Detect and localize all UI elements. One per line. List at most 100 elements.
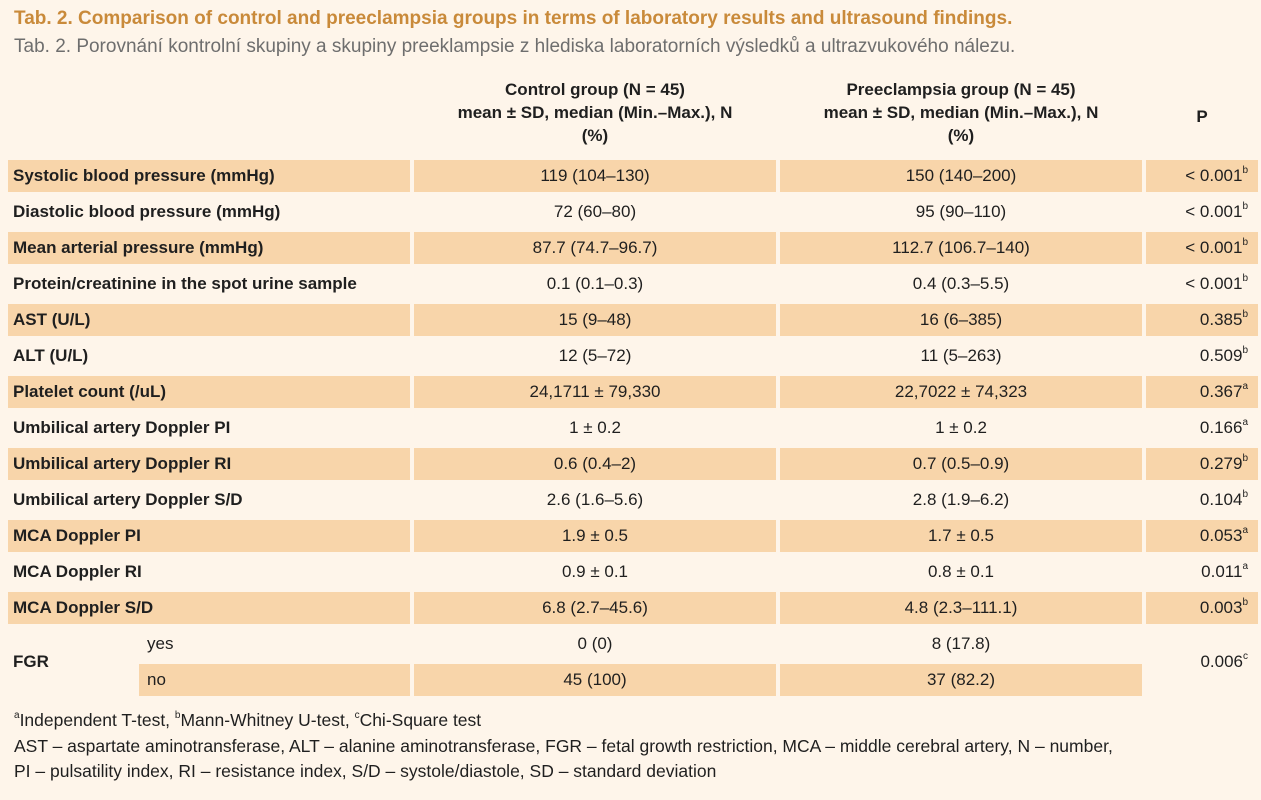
fgr-p-value-text: 0.006 <box>1200 652 1243 671</box>
row-label: ALT (U/L) <box>13 346 89 365</box>
fgr-no-label: no <box>139 664 410 696</box>
row-label: MCA Doppler RI <box>13 562 142 581</box>
p-value-text: 0.104 <box>1199 490 1243 509</box>
table-body: Systolic blood pressure (mmHg) 119 (104–1… <box>8 160 1258 696</box>
p-value-test-marker: a <box>1242 561 1248 573</box>
preeclampsia-value: 16 (6–385) <box>780 304 1142 336</box>
table-row: Diastolic blood pressure (mmHg) 72 (60–80… <box>8 196 1258 228</box>
p-value-test-marker: b <box>1242 309 1248 321</box>
header-pre-line1: Preeclampsia group (N = 45) <box>846 80 1076 99</box>
p-value-text: < 0.001 <box>1185 274 1243 293</box>
row-label: Systolic blood pressure (mmHg) <box>8 160 410 192</box>
fgr-no-control: 45 (100) <box>414 664 776 696</box>
p-value: < 0.001b <box>1146 268 1258 300</box>
preeclampsia-value: 1.7 ± 0.5 <box>780 520 1142 552</box>
header-pre-line2: mean ± SD, median (Min.–Max.), N <box>823 103 1099 122</box>
p-value-text: 0.367 <box>1199 382 1243 401</box>
table-row: Umbilical artery Doppler S/D 2.6 (1.6–5.6… <box>8 484 1258 516</box>
p-value: 0.053a <box>1146 520 1258 552</box>
fgr-yes-label: yes <box>147 634 174 653</box>
row-label: Umbilical artery Doppler PI <box>13 418 231 437</box>
p-value-text: 0.011 <box>1201 562 1243 581</box>
control-value: 0.6 (0.4–2) <box>414 448 776 480</box>
results-table: Control group (N = 45) mean ± SD, median… <box>4 72 1261 700</box>
footnote-abbreviations-1: AST – aspartate aminotransferase, ALT – … <box>14 735 1113 756</box>
control-value: 1 ± 0.2 <box>569 418 621 437</box>
header-control-line3: (%) <box>581 126 609 145</box>
header-control-line2: mean ± SD, median (Min.–Max.), N <box>457 103 733 122</box>
p-value-text: 0.003 <box>1199 598 1243 617</box>
p-value-test-marker: b <box>1242 165 1248 177</box>
p-value-text: 0.279 <box>1199 454 1243 473</box>
p-value: 0.367a <box>1146 376 1258 408</box>
control-value: 0.9 ± 0.1 <box>561 562 629 581</box>
header-pre-line3: (%) <box>947 126 975 145</box>
row-label: MCA Doppler S/D <box>8 592 410 624</box>
table-row: Systolic blood pressure (mmHg) 119 (104–1… <box>8 160 1258 192</box>
header-control-group: Control group (N = 45) mean ± SD, median… <box>414 76 776 156</box>
header-control-line1: Control group (N = 45) <box>505 80 685 99</box>
fgr-p-value-test-marker: c <box>1243 651 1248 663</box>
header-preeclampsia-group: Preeclampsia group (N = 45) mean ± SD, m… <box>780 76 1142 156</box>
fgr-row-yes: FGR yes 0 (0) 8 (17.8) 0.006c <box>8 628 1258 671</box>
table-row: MCA Doppler PI 1.9 ± 0.5 1.7 ± 0.5 0.053a <box>8 520 1258 552</box>
preeclampsia-value: 0.4 (0.3–5.5) <box>912 274 1010 293</box>
table-row: Mean arterial pressure (mmHg) 87.7 (74.7–… <box>8 232 1258 264</box>
fgr-no-preeclampsia: 37 (82.2) <box>780 664 1142 696</box>
row-label: Protein/creatinine in the spot urine sam… <box>13 274 357 293</box>
p-value-text: 0.166 <box>1199 418 1243 437</box>
footnote-sup-c: c <box>354 710 360 722</box>
p-value-test-marker: a <box>1242 381 1248 393</box>
table-title: Tab. 2. Comparison of control and preecl… <box>14 8 1013 29</box>
row-label: Umbilical artery Doppler S/D <box>13 490 243 509</box>
row-label: Diastolic blood pressure (mmHg) <box>13 202 281 221</box>
p-value: 0.011a <box>1146 556 1258 588</box>
table-row: MCA Doppler RI 0.9 ± 0.1 0.8 ± 0.1 0.011a <box>8 556 1258 588</box>
preeclampsia-value: 1 ± 0.2 <box>935 418 987 437</box>
preeclampsia-value: 2.8 (1.9–6.2) <box>912 490 1010 509</box>
control-value: 24,1711 ± 79,330 <box>414 376 776 408</box>
p-value-text: 0.053 <box>1199 526 1243 545</box>
fgr-row-no: no 45 (100) 37 (82.2) <box>8 664 1258 696</box>
p-value-text: 0.385 <box>1199 310 1243 329</box>
control-value: 72 (60–80) <box>553 202 637 221</box>
fgr-yes-control: 0 (0) <box>577 634 613 653</box>
p-value-test-marker: a <box>1242 525 1248 537</box>
p-value-test-marker: b <box>1242 489 1248 501</box>
footnote-abbreviations-2: PI – pulsatility index, RI – resistance … <box>14 761 717 781</box>
row-label: AST (U/L) <box>8 304 410 336</box>
row-label: MCA Doppler PI <box>8 520 410 552</box>
preeclampsia-value: 4.8 (2.3–111.1) <box>780 592 1142 624</box>
table-header-row: Control group (N = 45) mean ± SD, median… <box>8 76 1258 156</box>
preeclampsia-value: 22,7022 ± 74,323 <box>780 376 1142 408</box>
table-footnotes: aIndependent T-test, bMann-Whitney U-tes… <box>14 708 1113 785</box>
p-value-test-marker: a <box>1242 417 1248 429</box>
footnote-a: Independent T-test, <box>19 710 175 730</box>
preeclampsia-value: 112.7 (106.7–140) <box>780 232 1142 264</box>
p-value: < 0.001b <box>1146 196 1258 228</box>
row-label: Mean arterial pressure (mmHg) <box>8 232 410 264</box>
p-value-test-marker: b <box>1242 273 1248 285</box>
p-value: 0.279b <box>1146 448 1258 480</box>
table-subtitle: Tab. 2. Porovnání kontrolní skupiny a sk… <box>14 36 1016 57</box>
header-p-value: P <box>1146 76 1258 156</box>
p-value: 0.104b <box>1146 484 1258 516</box>
header-p-label: P <box>1196 106 1208 126</box>
footnote-sup-b: b <box>174 710 181 722</box>
p-value: < 0.001b <box>1146 160 1258 192</box>
footnote-b: Mann-Whitney U-test, <box>180 710 355 730</box>
p-value-text: < 0.001 <box>1185 238 1243 257</box>
p-value: 0.385b <box>1146 304 1258 336</box>
control-value: 2.6 (1.6–5.6) <box>546 490 644 509</box>
p-value: < 0.001b <box>1146 232 1258 264</box>
fgr-yes-preeclampsia: 8 (17.8) <box>931 634 991 653</box>
p-value-test-marker: b <box>1242 201 1248 213</box>
row-label: Platelet count (/uL) <box>8 376 410 408</box>
control-value: 6.8 (2.7–45.6) <box>414 592 776 624</box>
p-value-test-marker: b <box>1242 345 1248 357</box>
p-value-text: < 0.001 <box>1185 202 1243 221</box>
control-value: 87.7 (74.7–96.7) <box>414 232 776 264</box>
footnote-sup-a: a <box>14 710 20 722</box>
table-row: ALT (U/L) 12 (5–72) 11 (5–263) 0.509b <box>8 340 1258 372</box>
control-value: 0.1 (0.1–0.3) <box>546 274 644 293</box>
